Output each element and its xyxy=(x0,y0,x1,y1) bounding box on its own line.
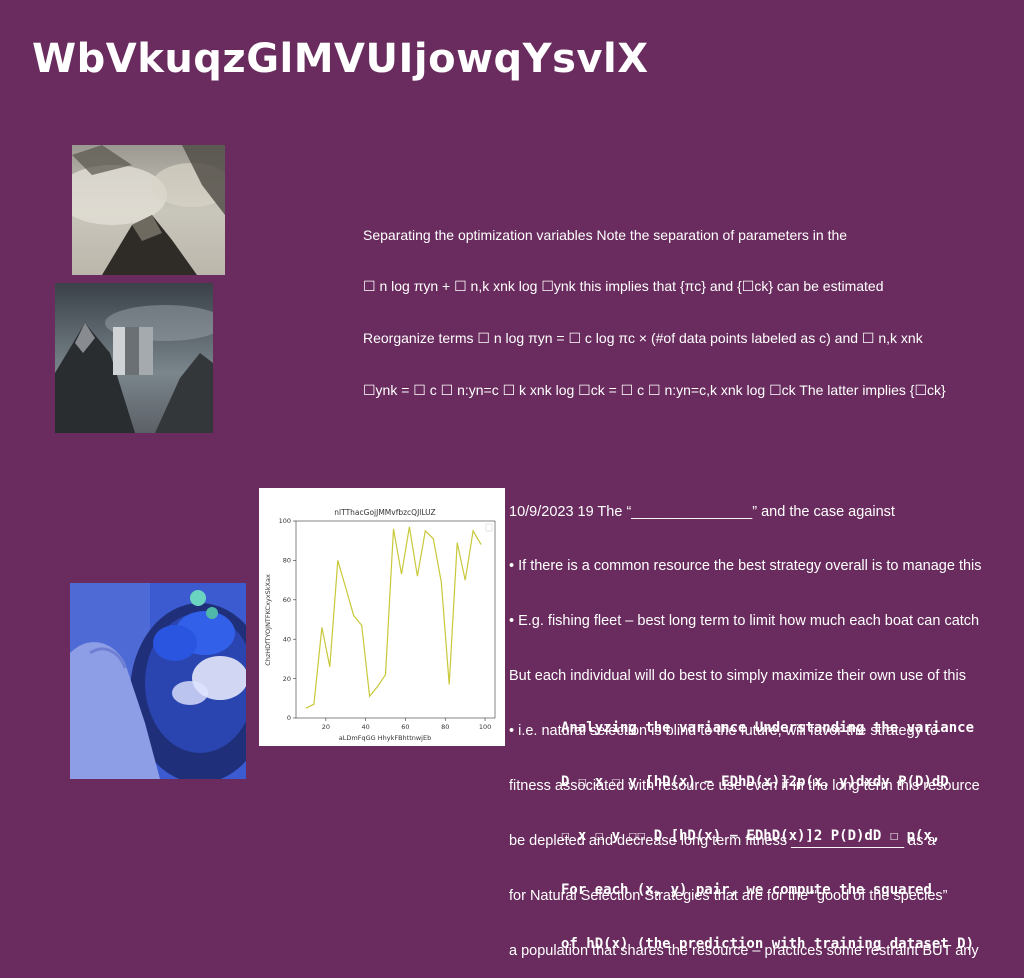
text-line: 10/9/2023 19 The “_______________” and t… xyxy=(509,503,895,520)
text-line: But each individual will do best to simp… xyxy=(509,668,966,685)
blue-food-hand-photo xyxy=(70,583,246,779)
legend-box xyxy=(485,523,493,532)
text-block-optimization: Separating the optimization variables No… xyxy=(363,192,1018,417)
y-tick-label: 60 xyxy=(283,596,291,604)
x-tick-label: 80 xyxy=(441,723,449,731)
line-chart-svg: nlTThacGojJMMvfbzcQJlLUZ 20 40 60 80 100 0 20 4… xyxy=(264,508,496,742)
text-line: For each (x, y) pair, we compute the squ… xyxy=(561,882,932,898)
y-tick-label: 80 xyxy=(283,557,291,565)
y-axis-label: ChzHDfTYOJNTFKCxyxSkXax xyxy=(264,574,272,666)
text-line: ☐ynk = ☐ c ☐ n:yn=c ☐ k xnk log ☐ck = ☐ … xyxy=(363,382,946,399)
text-line: ☐ x ☐ y ☐☐ D [hD(x) − EDhD(x)]2 P(D)dD ☐… xyxy=(561,828,941,844)
text-line: Analyzing the variance Understanding the… xyxy=(561,720,975,736)
x-tick-label: 20 xyxy=(322,723,330,731)
plot-area xyxy=(295,520,496,719)
text-line: Separating the optimization variables No… xyxy=(363,226,848,243)
y-tick-label: 20 xyxy=(283,675,291,683)
series-line xyxy=(305,526,482,709)
chart-title: nlTThacGojJMMvfbzcQJlLUZ xyxy=(334,508,435,517)
text-line: • If there is a common resource the best… xyxy=(509,558,982,575)
text-line: D ☐ x ☐ y [hD(x) − EDhD(x)]2p(x, y)dxdy … xyxy=(561,774,949,790)
text-line: • E.g. fishing fleet – best long term to… xyxy=(509,613,980,630)
x-tick-label: 60 xyxy=(401,723,409,731)
line-chart: nlTThacGojJMMvfbzcQJlLUZ 20 40 60 80 100 0 20 4… xyxy=(259,488,505,746)
text-line: of hD(x) (the prediction with training d… xyxy=(561,936,975,952)
x-tick-label: 100 xyxy=(479,723,491,731)
y-tick-label: 0 xyxy=(287,714,291,722)
slide-title: WbVkuqzGlMVUIjowqYsvlX xyxy=(32,36,649,82)
x-axis-label: aLDmFqGG HhykFBhttnwjEb xyxy=(339,734,431,742)
y-tick-label: 100 xyxy=(279,517,291,525)
text-block-variance: Analyzing the variance Understanding the… xyxy=(561,683,1021,971)
text-line: ☐ n log πyn + ☐ n,k xnk log ☐ynk this im… xyxy=(363,278,884,295)
text-line: Reorganize terms ☐ n log πyn = ☐ c log π… xyxy=(363,330,923,347)
mountain-monolith-photo xyxy=(55,283,213,433)
y-tick-label: 40 xyxy=(283,635,291,643)
text-line: • i.e. natural selection is blind to the… xyxy=(509,723,939,740)
mountain-clouds-photo xyxy=(72,145,225,275)
x-tick-label: 40 xyxy=(362,723,370,731)
